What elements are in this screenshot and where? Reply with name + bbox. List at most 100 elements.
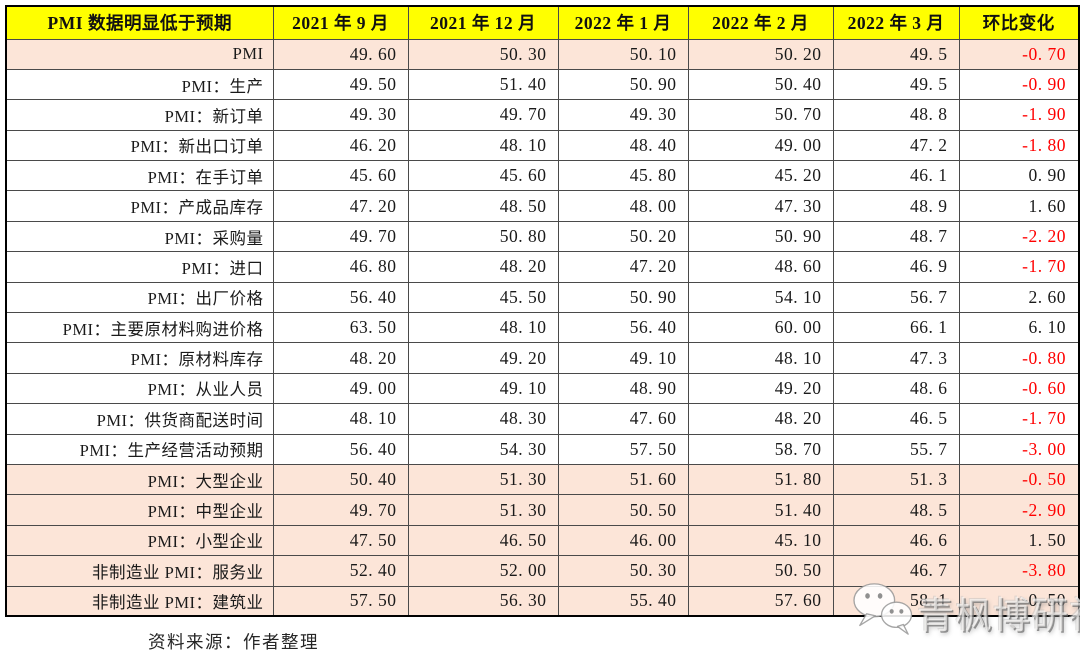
row-label: PMI [5,38,274,70]
value-cell: 48. 10 [687,342,834,374]
value-cell: 56. 40 [272,281,409,314]
value-cell: 55. 7 [832,433,960,465]
table-row: PMI 49. 60 50. 30 50. 10 50. 20 49. 5 -0. 70 [5,38,1080,70]
value-cell: 56. 40 [272,433,409,465]
value-cell: 46. 7 [832,555,960,587]
value-cell: 66. 1 [832,312,960,344]
value-cell: 47. 50 [272,524,409,557]
row-label: PMI：生产 [5,68,274,101]
table-row: PMI：中型企业 49. 70 51. 30 50. 50 51. 40 48. 5 -2.… [5,494,1080,526]
value-cell: 55. 40 [557,585,689,617]
column-header-change: 环比变化 [958,5,1080,40]
value-cell: 49. 20 [687,372,834,405]
value-cell: 50. 90 [687,220,834,253]
row-label: PMI：主要原材料购进价格 [5,312,274,344]
value-cell: 50. 40 [687,68,834,101]
value-cell: 46. 5 [832,403,960,435]
table-title: PMI 数据明显低于预期 [5,5,274,40]
value-cell: 51. 30 [407,463,559,496]
column-header-month: 2022 年 3 月 [832,5,960,40]
value-cell: 60. 00 [687,312,834,344]
table-row: PMI：进口 46. 80 48. 20 47. 20 48. 60 46. 9 -1. 7… [5,251,1080,283]
value-cell: 46. 50 [407,524,559,557]
pmi-data-table: PMI 数据明显低于预期 2021 年 9 月 2021 年 12 月 2022 年… [5,5,1080,618]
row-label: 非制造业 PMI：建筑业 [5,585,274,617]
row-label: PMI：中型企业 [5,494,274,526]
row-label: PMI：原材料库存 [5,342,274,374]
source-note: 资料来源：作者整理 [148,632,319,652]
value-cell: 50. 70 [687,99,834,131]
change-cell: -1. 70 [958,251,1080,283]
value-cell: 48. 90 [557,372,689,405]
value-cell: 54. 10 [687,281,834,314]
value-cell: 45. 50 [407,281,559,314]
change-cell: -1. 80 [958,129,1080,162]
table-row: 非制造业 PMI：建筑业 57. 50 56. 30 55. 40 57. 60 58. … [5,585,1080,617]
value-cell: 48. 10 [272,403,409,435]
row-label: PMI：出厂价格 [5,281,274,314]
table-row: PMI：大型企业 50. 40 51. 30 51. 60 51. 80 51. 3 -0.… [5,463,1080,496]
value-cell: 50. 90 [557,68,689,101]
value-cell: 50. 10 [557,38,689,70]
value-cell: 49. 70 [272,494,409,526]
value-cell: 58. 70 [687,433,834,465]
value-cell: 48. 10 [407,312,559,344]
change-cell: -0. 70 [958,38,1080,70]
change-cell: 1. 50 [958,524,1080,557]
table-row: PMI：生产 49. 50 51. 40 50. 90 50. 40 49. 5 -0. 9… [5,68,1080,101]
row-label: PMI：小型企业 [5,524,274,557]
value-cell: 46. 80 [272,251,409,283]
value-cell: 49. 30 [557,99,689,131]
value-cell: 58. 1 [832,585,960,617]
value-cell: 46. 9 [832,251,960,283]
value-cell: 47. 20 [272,190,409,222]
table-row: PMI：主要原材料购进价格 63. 50 48. 10 56. 40 60. 00 66.… [5,312,1080,344]
value-cell: 52. 40 [272,555,409,587]
value-cell: 49. 10 [557,342,689,374]
value-cell: 48. 20 [687,403,834,435]
column-header-month: 2022 年 1 月 [557,5,689,40]
change-cell: 0. 90 [958,160,1080,192]
value-cell: 50. 80 [407,220,559,253]
value-cell: 48. 10 [407,129,559,162]
value-cell: 49. 5 [832,68,960,101]
table-row: PMI：采购量 49. 70 50. 80 50. 20 50. 90 48. 7 -2. … [5,220,1080,253]
table-row: PMI：生产经营活动预期 56. 40 54. 30 57. 50 58. 70 55. … [5,433,1080,465]
change-cell: 1. 60 [958,190,1080,222]
value-cell: 56. 40 [557,312,689,344]
table-row: PMI：新出口订单 46. 20 48. 10 48. 40 49. 00 47. 2 -1… [5,129,1080,162]
value-cell: 48. 30 [407,403,559,435]
value-cell: 63. 50 [272,312,409,344]
value-cell: 46. 1 [832,160,960,192]
change-cell: 6. 10 [958,312,1080,344]
change-cell: -1. 70 [958,403,1080,435]
change-cell: -2. 20 [958,220,1080,253]
value-cell: 54. 30 [407,433,559,465]
table-row: PMI：小型企业 47. 50 46. 50 46. 00 45. 10 46. 6 1. … [5,524,1080,557]
value-cell: 50. 30 [407,38,559,70]
value-cell: 49. 50 [272,68,409,101]
value-cell: 48. 9 [832,190,960,222]
row-label: PMI：采购量 [5,220,274,253]
value-cell: 57. 60 [687,585,834,617]
change-cell: -1. 90 [958,99,1080,131]
value-cell: 45. 10 [687,524,834,557]
value-cell: 48. 20 [407,251,559,283]
value-cell: 50. 50 [557,494,689,526]
value-cell: 46. 6 [832,524,960,557]
value-cell: 47. 3 [832,342,960,374]
change-cell: 0. 50 [958,585,1080,617]
value-cell: 49. 20 [407,342,559,374]
row-label: PMI：产成品库存 [5,190,274,222]
column-header-month: 2022 年 2 月 [687,5,834,40]
value-cell: 48. 60 [687,251,834,283]
value-cell: 56. 30 [407,585,559,617]
value-cell: 52. 00 [407,555,559,587]
value-cell: 45. 20 [687,160,834,192]
change-cell: -3. 80 [958,555,1080,587]
value-cell: 47. 2 [832,129,960,162]
value-cell: 49. 30 [272,99,409,131]
value-cell: 45. 60 [272,160,409,192]
value-cell: 57. 50 [272,585,409,617]
